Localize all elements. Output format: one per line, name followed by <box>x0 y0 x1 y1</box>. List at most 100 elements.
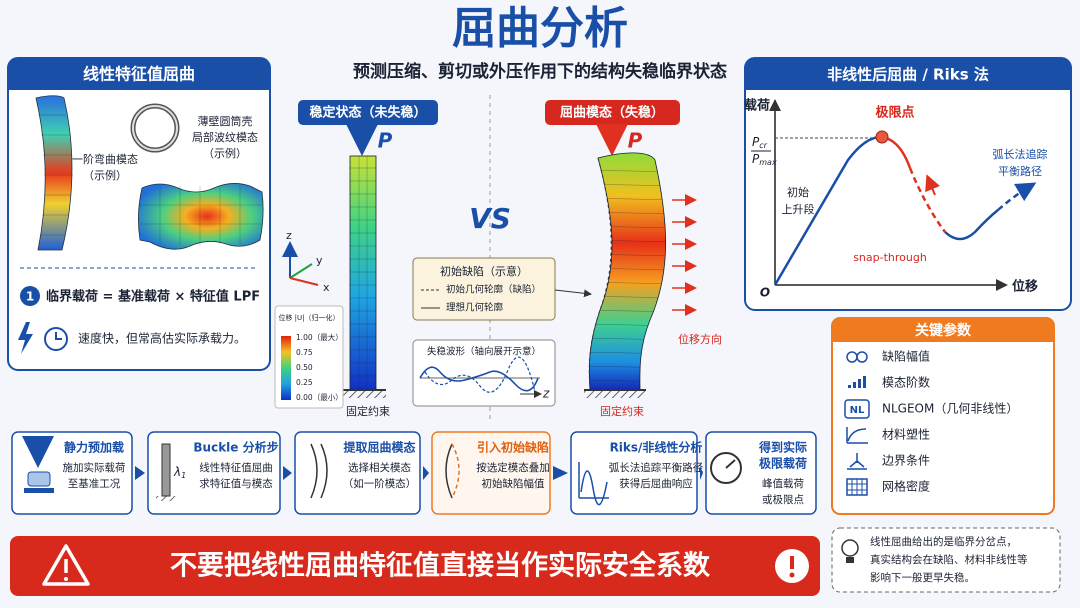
shape-circle <box>44 327 68 351</box>
step-text: 获得后屈曲响应 <box>619 477 693 490</box>
support-label: 固定约束 <box>600 404 644 418</box>
nonlinear-panel: 非线性后屈曲 / Riks 法 载荷 位移 O Pcr Pmax 极限点 初始 … <box>744 57 1072 311</box>
shape-rect <box>412 257 556 321</box>
flow-arrow <box>700 466 703 480</box>
p-sub: cr <box>759 141 767 150</box>
axis-title: 载荷 <box>744 98 770 114</box>
linear-panel: 线性特征值屈曲 一阶弯曲模态 （示例） 薄壁圆筒壳 局部波纹模态 （示例） 1 … <box>7 57 271 371</box>
shape-g: 1.00（最大） 0.75 0.50 0.25 0.00（最小） <box>296 332 343 402</box>
imperfection-box: 初始缺陷（示意） 初始几何轮廓（缺陷） 理想几何轮廓 <box>412 257 592 321</box>
shell-mode-shape <box>138 183 264 250</box>
load-label: P <box>628 129 643 153</box>
icon <box>858 379 861 388</box>
axis-label: y <box>316 254 323 267</box>
step-symbol: λ1 <box>173 465 186 480</box>
step-text: 线性特征值屈曲 <box>199 461 273 474</box>
shape-circle <box>841 539 859 557</box>
p-sub: max <box>759 158 777 167</box>
legend-level: 0.00（最小） <box>296 393 343 402</box>
param-item: 网格密度 <box>882 479 930 494</box>
param-item: 缺陷幅值 <box>882 349 930 364</box>
icon <box>856 351 868 363</box>
shape-rect <box>349 155 377 391</box>
waveform-box: 失稳波形（轴向展开示意） z <box>412 339 556 407</box>
step-text: 施加实际载荷 <box>63 461 126 474</box>
icon <box>844 399 870 419</box>
shape-g <box>672 194 697 316</box>
shape-g <box>350 156 376 390</box>
step-text: （如一阶模态） <box>343 477 417 490</box>
icon <box>848 385 851 388</box>
flow-arrow <box>283 466 292 480</box>
shape-path <box>588 152 666 391</box>
shape-path <box>832 318 1054 342</box>
step-box <box>147 431 281 515</box>
shape-rect <box>846 557 854 563</box>
step-text: 选择相关模态 <box>348 461 411 474</box>
param-item: NLGEOM（几何非线性） <box>882 402 1018 416</box>
shape-circle <box>20 286 40 306</box>
step-text: 峰值载荷 <box>762 477 804 490</box>
subtitle: 预测压缩、剪切或外压作用下的结构失稳临界状态 <box>353 61 727 82</box>
legend-title: 位移 |U|（归一化） <box>278 313 339 322</box>
icon-text: NL <box>850 405 865 416</box>
shape-rect <box>744 57 1072 311</box>
shape-rect <box>274 305 344 409</box>
param-item: 材料塑性 <box>882 427 930 442</box>
shape-path <box>55 332 62 340</box>
warning: 不要把线性屈曲特征值直接当作实际安全系数 线性屈曲给出的是临界分岔点， 真实结构… <box>10 527 1061 596</box>
step-text: 弧长法追踪平衡路径 <box>609 461 704 474</box>
note-line: 真实结构会在缺陷、材料非线性等 <box>870 553 1028 566</box>
icon <box>846 427 868 444</box>
note-line: 线性屈曲给出的是临界分岔点， <box>870 535 1017 548</box>
flow-arrow <box>423 466 429 480</box>
bending-mode-shape <box>35 95 73 251</box>
buckled-state: 屈曲模态（失稳） P 位移方向 固定约束 <box>545 100 722 418</box>
shape-path <box>925 174 940 196</box>
vs-label: VS <box>469 202 511 235</box>
shape-path <box>419 366 539 392</box>
shape-circle <box>64 577 68 581</box>
symbol-sub: 1 <box>181 471 186 480</box>
step-box <box>570 431 698 515</box>
curve-label: 弧长法追踪 <box>993 147 1048 161</box>
params-title: 关键参数 <box>915 322 972 339</box>
shape-rect <box>412 339 556 407</box>
shape-path <box>745 58 1071 90</box>
step-icon <box>27 471 51 487</box>
legend-level: 0.25 <box>296 378 313 387</box>
curve-label: 上升段 <box>782 202 815 216</box>
step-text: 初始缺陷幅值 <box>482 477 545 490</box>
legend-item: 理想几何轮廓 <box>446 302 504 314</box>
step-text: 或极限点 <box>762 493 804 506</box>
warning-text: 不要把线性屈曲特征值直接当作实际安全系数 <box>170 550 711 582</box>
stable-state: 稳定状态（未失稳） P 固定约束 z y x 位移 |U|（归一化） 1.00（… <box>274 100 438 418</box>
icon <box>847 453 867 470</box>
limit-point-label: 极限点 <box>875 105 914 121</box>
step-title: 提取屈曲模态 <box>343 440 415 455</box>
step-box <box>705 431 817 515</box>
shape-path <box>424 356 536 393</box>
shape-circle <box>789 572 795 578</box>
state-label: 屈曲模态（失稳） <box>560 105 664 121</box>
param-item: 边界条件 <box>882 454 930 468</box>
symbol-base: λ <box>173 465 181 479</box>
shape-path <box>18 322 33 354</box>
mode-label: 一阶弯曲模态 <box>72 152 138 166</box>
step-title: 得到实际 <box>758 440 807 455</box>
shape-rect <box>584 390 646 398</box>
mode-label: （示例） <box>203 146 247 160</box>
shape-line <box>289 263 313 279</box>
panel-title: 线性特征值屈曲 <box>83 65 195 84</box>
param-item: 模态阶数 <box>882 375 930 390</box>
step-text: 求特征值与模态 <box>199 477 273 490</box>
step-icon <box>161 443 171 497</box>
formula: 临界载荷 = 基准载荷 × 特征值 LPF <box>46 289 260 305</box>
step-icon <box>710 452 742 484</box>
shape-line <box>289 277 319 286</box>
shape-path <box>8 58 270 90</box>
flow-arrow <box>135 466 145 480</box>
